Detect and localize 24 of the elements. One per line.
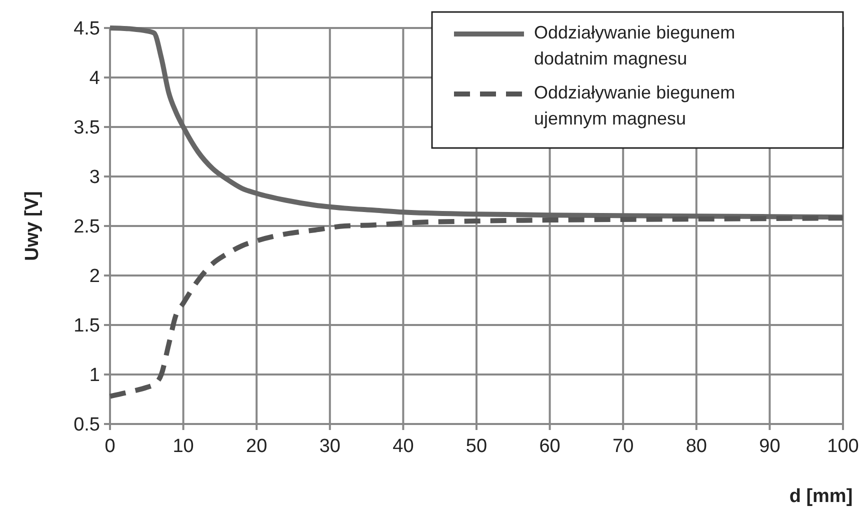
legend-label: Oddziaływanie biegunem dodatnim magnesu [534,22,736,68]
y-tick-label: 0.5 [74,414,100,436]
x-tick-label: 40 [392,436,414,457]
y-tick-label: 1.5 [74,316,100,337]
x-tick-label: 20 [246,436,268,457]
x-tick-label: 80 [686,436,707,457]
x-tick-label: 100 [827,436,859,457]
y-tick-label: 2.5 [74,216,100,238]
y-tick-label: 4.5 [74,18,100,40]
y-tick-label: 3 [89,167,100,188]
x-tick-label: 60 [539,436,560,457]
y-tick-label: 3.5 [74,118,100,139]
x-tick-label: 0 [104,436,116,457]
x-tick-label: 10 [172,436,194,457]
x-tick-label: 90 [759,436,780,457]
legend-label: Oddziaływanie biegunem ujemnym magnesu [534,82,736,128]
y-tick-label: 4 [89,68,100,90]
y-axis-title: Uwy [V] [22,191,43,261]
y-tick-label: 1 [89,365,100,386]
x-tick-label: 30 [319,436,340,457]
x-tick-label: 50 [466,436,488,457]
x-axis-title: d [mm] [789,486,853,507]
y-tick-label: 2 [89,266,100,288]
x-tick-label: 70 [612,436,634,457]
